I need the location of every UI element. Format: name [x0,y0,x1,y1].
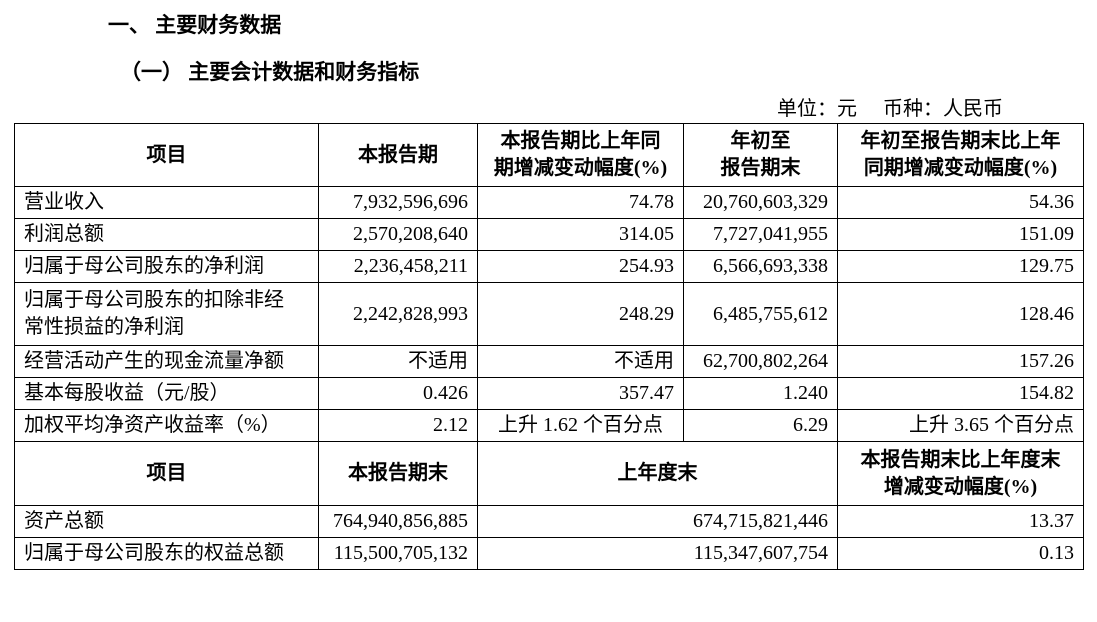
table-row-total-equity-attributable: 归属于母公司股东的权益总额 115,500,705,132 115,347,60… [14,537,1084,570]
column-header-period-vs-last-year-change: 本报告期末比上年度末 增减变动幅度(%) [837,441,1084,506]
unit-label: 单位：元 [777,98,857,120]
table-cell-value: 2.12 [318,409,478,442]
table-row-basic-eps: 基本每股收益（元/股） 0.426 357.47 1.240 154.82 [14,377,1084,410]
table-cell-value: 上升 1.62 个百分点 [477,409,684,442]
table-cell-value: 0.13 [837,537,1084,570]
table-row-operating-cash-flow: 经营活动产生的现金流量净额 不适用 不适用 62,700,802,264 157… [14,345,1084,378]
section-heading: 一、 主要财务数据 [108,13,282,37]
table-cell-value: 154.82 [837,377,1084,410]
table-cell-value: 0.426 [318,377,478,410]
table-cell-value: 6,485,755,612 [683,282,838,346]
table-cell-value: 6.29 [683,409,838,442]
table-cell-label: 营业收入 [14,186,319,219]
column-header-end-of-period: 本报告期末 [318,441,478,506]
table-cell-label: 归属于母公司股东的净利润 [14,250,319,283]
column-header-year-to-date-yoy-change: 年初至报告期末比上年 同期增减变动幅度(%) [837,123,1084,187]
table-cell-label: 基本每股收益（元/股） [14,377,319,410]
currency-label: 币种：人民币 [883,98,1003,120]
table-row-net-profit-attributable: 归属于母公司股东的净利润 2,236,458,211 254.93 6,566,… [14,250,1084,283]
table-cell-value: 不适用 [318,345,478,378]
table-cell-value: 20,760,603,329 [683,186,838,219]
table-cell-value: 54.36 [837,186,1084,219]
table-cell-value: 1.240 [683,377,838,410]
financial-data-table: 项目 本报告期 本报告期比上年同 期增减变动幅度(%) 年初至 报告期末 年初至… [14,123,1084,570]
table-cell-value: 157.26 [837,345,1084,378]
column-header-current-period: 本报告期 [318,123,478,187]
table-cell-value: 13.37 [837,505,1084,538]
table-cell-value: 129.75 [837,250,1084,283]
table-cell-value: 254.93 [477,250,684,283]
table-cell-value: 314.05 [477,218,684,251]
table-header-row-1: 项目 本报告期 本报告期比上年同 期增减变动幅度(%) 年初至 报告期末 年初至… [14,123,1084,187]
table-header-row-2: 项目 本报告期末 上年度末 本报告期末比上年度末 增减变动幅度(%) [14,441,1084,506]
table-cell-value: 62,700,802,264 [683,345,838,378]
table-row-net-profit-excl-nonrecurring: 归属于母公司股东的扣除非经 常性损益的净利润 2,242,828,993 248… [14,282,1084,346]
table-cell-label: 归属于母公司股东的权益总额 [14,537,319,570]
table-row-operating-revenue: 营业收入 7,932,596,696 74.78 20,760,603,329 … [14,186,1084,219]
table-cell-value: 128.46 [837,282,1084,346]
table-cell-label: 利润总额 [14,218,319,251]
table-cell-value: 7,932,596,696 [318,186,478,219]
table-cell-value: 151.09 [837,218,1084,251]
column-header-year-to-date: 年初至 报告期末 [683,123,838,187]
table-cell-value: 2,570,208,640 [318,218,478,251]
column-header-current-period-yoy-change: 本报告期比上年同 期增减变动幅度(%) [477,123,684,187]
table-cell-value: 248.29 [477,282,684,346]
table-cell-value: 7,727,041,955 [683,218,838,251]
table-cell-value: 74.78 [477,186,684,219]
table-cell-label: 资产总额 [14,505,319,538]
table-cell-value: 115,347,607,754 [477,537,838,570]
table-cell-value: 674,715,821,446 [477,505,838,538]
table-row-weighted-average-roe: 加权平均净资产收益率（%） 2.12 上升 1.62 个百分点 6.29 上升 … [14,409,1084,442]
table-row-total-assets: 资产总额 764,940,856,885 674,715,821,446 13.… [14,505,1084,538]
column-header-end-of-last-year: 上年度末 [477,441,838,506]
table-cell-value: 不适用 [477,345,684,378]
table-cell-value: 357.47 [477,377,684,410]
unit-currency-note: 单位：元 币种：人民币 [777,92,1003,121]
table-cell-label: 归属于母公司股东的扣除非经 常性损益的净利润 [14,282,319,346]
table-cell-value: 115,500,705,132 [318,537,478,570]
table-cell-value: 6,566,693,338 [683,250,838,283]
column-header-item: 项目 [14,441,319,506]
table-cell-label: 加权平均净资产收益率（%） [14,409,319,442]
table-row-total-profit: 利润总额 2,570,208,640 314.05 7,727,041,955 … [14,218,1084,251]
table-cell-value: 2,236,458,211 [318,250,478,283]
column-header-item: 项目 [14,123,319,187]
table-cell-value: 764,940,856,885 [318,505,478,538]
table-cell-label: 经营活动产生的现金流量净额 [14,345,319,378]
subsection-heading: （一） 主要会计数据和财务指标 [120,60,420,84]
table-cell-value: 上升 3.65 个百分点 [837,409,1084,442]
table-cell-value: 2,242,828,993 [318,282,478,346]
